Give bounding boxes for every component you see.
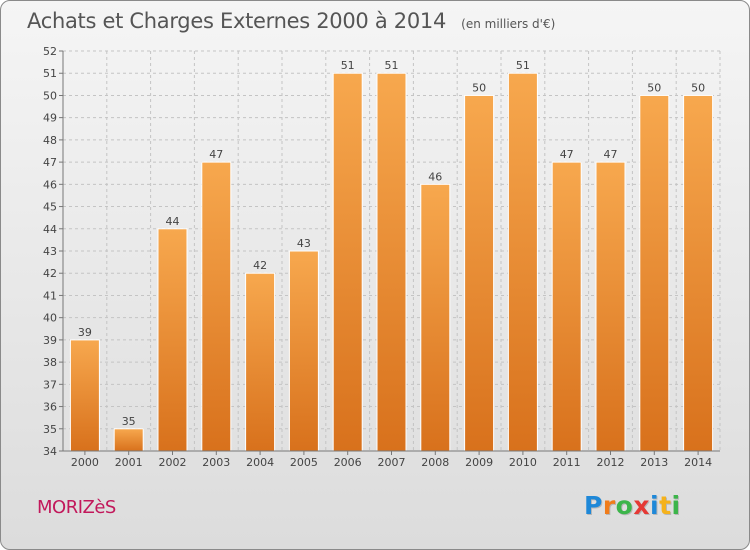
y-tick-label: 45 xyxy=(43,201,57,214)
logo-letter: o xyxy=(615,491,634,520)
bar xyxy=(595,161,626,452)
bar xyxy=(639,94,670,452)
x-tick-label: 2013 xyxy=(640,456,668,469)
x-tick-label: 2012 xyxy=(597,456,625,469)
x-tick-label: 2002 xyxy=(159,456,187,469)
logo-letter: r xyxy=(602,491,616,520)
logo-letter: i xyxy=(650,491,660,520)
y-tick-label: 38 xyxy=(43,356,57,369)
data-label: 51 xyxy=(385,59,399,72)
bars: 39 35 44 47 42 43 51 51 46 50 51 47 47 50 50 xyxy=(69,59,714,452)
data-label: 44 xyxy=(166,215,180,228)
y-tick-label: 41 xyxy=(43,289,57,302)
x-tick-label: 2004 xyxy=(246,456,274,469)
x-tick-label: 2005 xyxy=(290,456,318,469)
logo-letter: x xyxy=(633,491,650,520)
data-label: 42 xyxy=(253,259,267,272)
bar xyxy=(113,428,144,452)
logo-letter: t xyxy=(659,491,672,520)
data-label: 47 xyxy=(560,148,574,161)
data-label: 35 xyxy=(122,415,136,428)
bar xyxy=(245,272,276,452)
data-label: 51 xyxy=(341,59,355,72)
y-tick-label: 49 xyxy=(43,112,57,125)
x-tick-label: 2007 xyxy=(378,456,406,469)
data-label: 50 xyxy=(647,81,661,94)
x-tick-label: 2003 xyxy=(202,456,230,469)
y-tick-label: 47 xyxy=(43,156,57,169)
x-tick-label: 2008 xyxy=(421,456,449,469)
data-label: 39 xyxy=(78,326,92,339)
logo-letter: i xyxy=(671,491,681,520)
data-label: 46 xyxy=(428,170,442,183)
data-label: 50 xyxy=(691,81,705,94)
y-tick-label: 39 xyxy=(43,334,57,347)
bar xyxy=(201,161,232,452)
chart-subtitle: (en milliers d'€) xyxy=(461,17,556,31)
logo-letter: P xyxy=(584,491,603,520)
bar xyxy=(464,94,495,452)
y-tick-label: 46 xyxy=(43,178,57,191)
bar xyxy=(420,183,451,452)
x-tick-label: 2000 xyxy=(71,456,99,469)
axes: 34 35 36 37 38 39 40 41 42 43 44 45 46 47 48 49 50 51 52 20… xyxy=(43,45,720,469)
y-tick-label: 51 xyxy=(43,67,57,80)
y-tick-label: 48 xyxy=(43,134,57,147)
bar xyxy=(332,72,363,452)
bar xyxy=(683,94,714,452)
data-label: 43 xyxy=(297,237,311,250)
y-tick-label: 52 xyxy=(43,45,57,58)
x-tick-label: 2010 xyxy=(509,456,537,469)
x-tick-label: 2001 xyxy=(115,456,143,469)
y-tick-label: 40 xyxy=(43,312,57,325)
y-tick-label: 50 xyxy=(43,89,57,102)
x-tick-label: 2006 xyxy=(334,456,362,469)
proxiti-logo: Proxiti xyxy=(584,491,681,520)
x-tick-label: 2014 xyxy=(684,456,712,469)
bar xyxy=(507,72,538,452)
y-tick-label: 37 xyxy=(43,378,57,391)
y-tick-label: 34 xyxy=(43,445,57,458)
data-label: 47 xyxy=(209,148,223,161)
data-label: 51 xyxy=(516,59,530,72)
y-tick-label: 35 xyxy=(43,423,57,436)
x-tick-label: 2011 xyxy=(553,456,581,469)
bar xyxy=(551,161,582,452)
y-tick-label: 44 xyxy=(43,223,57,236)
y-tick-label: 42 xyxy=(43,267,57,280)
data-label: 47 xyxy=(604,148,618,161)
x-tick-label: 2009 xyxy=(465,456,493,469)
y-tick-label: 36 xyxy=(43,401,57,414)
place-name: MORIZèS xyxy=(37,497,116,518)
data-label: 50 xyxy=(472,81,486,94)
bar xyxy=(376,72,407,452)
bar xyxy=(157,228,188,452)
y-tick-label: 43 xyxy=(43,245,57,258)
bar xyxy=(69,339,100,452)
title-row: Achats et Charges Externes 2000 à 2014 (… xyxy=(27,9,555,33)
bar xyxy=(288,250,319,452)
chart-title: Achats et Charges Externes 2000 à 2014 xyxy=(27,9,447,33)
